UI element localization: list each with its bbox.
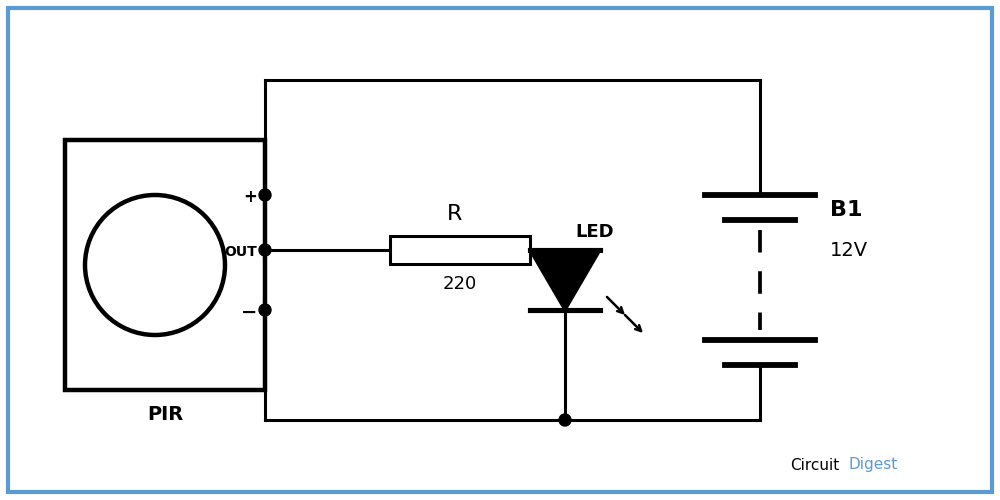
Bar: [65, 140, 265, 390]
Text: B1: B1: [830, 200, 862, 220]
Bar: [390, 236, 530, 264]
Circle shape: [259, 304, 271, 316]
Text: 12V: 12V: [830, 240, 868, 260]
Text: R: R: [447, 204, 463, 224]
Text: −: −: [241, 302, 257, 322]
Circle shape: [259, 244, 271, 256]
Text: +: +: [243, 188, 257, 206]
Text: PIR: PIR: [147, 406, 183, 424]
Text: OUT: OUT: [224, 245, 257, 259]
Text: 220: 220: [443, 275, 477, 293]
Text: Digest: Digest: [848, 458, 897, 472]
Circle shape: [259, 189, 271, 201]
Polygon shape: [530, 250, 600, 310]
Text: LED: LED: [575, 223, 614, 241]
Text: Circuit: Circuit: [790, 458, 839, 472]
Circle shape: [559, 414, 571, 426]
